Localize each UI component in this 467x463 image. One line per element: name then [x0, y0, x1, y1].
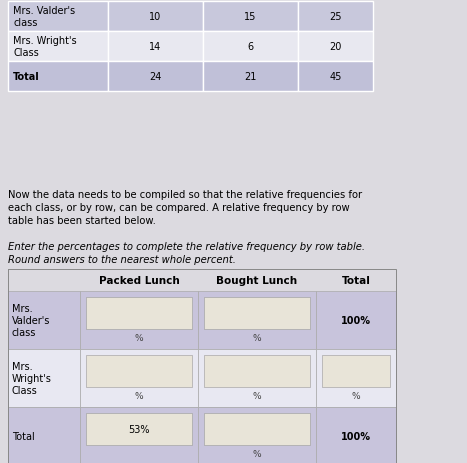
Text: 21: 21: [244, 72, 257, 82]
Text: 20: 20: [329, 42, 342, 52]
Bar: [8, 349, 80, 407]
Text: Round answers to the nearest whole percent.: Round answers to the nearest whole perce…: [8, 255, 236, 264]
Text: %: %: [134, 333, 143, 342]
Bar: [86, 413, 192, 445]
Bar: [198, 407, 316, 463]
Text: Mrs. Valder's
class: Mrs. Valder's class: [13, 6, 75, 28]
Text: Total: Total: [12, 431, 35, 441]
Text: Now the data needs to be compiled so that the relative frequencies for: Now the data needs to be compiled so tha…: [8, 189, 362, 200]
Text: Packed Lunch: Packed Lunch: [99, 275, 179, 285]
Text: 15: 15: [244, 12, 257, 22]
Bar: [8, 407, 80, 463]
Bar: [203, 32, 298, 62]
Bar: [86, 355, 192, 387]
Bar: [203, 62, 298, 92]
Text: Total: Total: [13, 72, 40, 82]
Bar: [108, 2, 203, 32]
Bar: [80, 407, 198, 463]
Bar: [198, 291, 316, 349]
Bar: [316, 407, 396, 463]
Text: Enter the percentages to complete the relative frequency by row table.: Enter the percentages to complete the re…: [8, 242, 365, 251]
Bar: [108, 32, 203, 62]
Text: each class, or by row, can be compared. A relative frequency by row: each class, or by row, can be compared. …: [8, 202, 350, 213]
Bar: [8, 291, 80, 349]
Bar: [80, 291, 198, 349]
Bar: [8, 32, 108, 62]
Bar: [80, 349, 198, 407]
Text: 6: 6: [248, 42, 254, 52]
Text: table has been started below.: table has been started below.: [8, 216, 156, 225]
Text: Mrs. Wright's
Class: Mrs. Wright's Class: [13, 36, 77, 58]
Text: 53%: 53%: [128, 424, 150, 434]
Bar: [86, 297, 192, 329]
Text: %: %: [253, 333, 262, 342]
Bar: [316, 349, 396, 407]
Bar: [322, 355, 390, 387]
Bar: [8, 62, 108, 92]
Text: Mrs.
Valder's
class: Mrs. Valder's class: [12, 304, 50, 337]
Bar: [8, 2, 108, 32]
Text: Total: Total: [341, 275, 370, 285]
Text: 25: 25: [329, 12, 342, 22]
Text: 24: 24: [149, 72, 162, 82]
Bar: [198, 349, 316, 407]
Bar: [298, 62, 373, 92]
Text: %: %: [253, 391, 262, 400]
Text: %: %: [352, 391, 361, 400]
Text: Mrs.
Wright's
Class: Mrs. Wright's Class: [12, 362, 52, 395]
Bar: [204, 355, 310, 387]
Bar: [204, 297, 310, 329]
Bar: [298, 2, 373, 32]
Text: 10: 10: [149, 12, 162, 22]
Bar: [108, 62, 203, 92]
Text: 14: 14: [149, 42, 162, 52]
Bar: [298, 32, 373, 62]
Text: 100%: 100%: [341, 431, 371, 441]
Bar: [8, 269, 396, 463]
Text: 45: 45: [329, 72, 342, 82]
Bar: [316, 291, 396, 349]
Text: %: %: [253, 449, 262, 458]
Text: 100%: 100%: [341, 315, 371, 325]
Bar: [204, 413, 310, 445]
Text: Bought Lunch: Bought Lunch: [216, 275, 297, 285]
Text: %: %: [134, 391, 143, 400]
Bar: [203, 2, 298, 32]
